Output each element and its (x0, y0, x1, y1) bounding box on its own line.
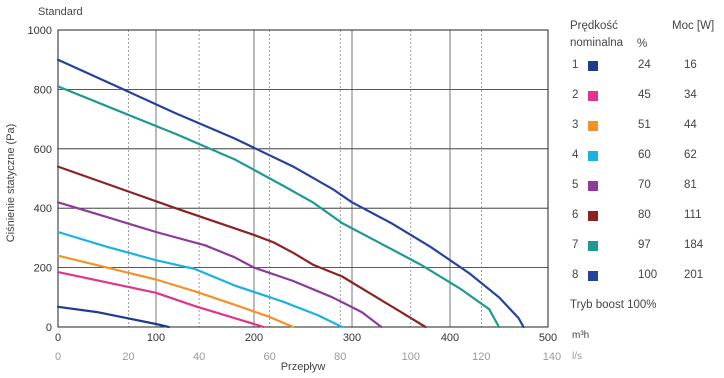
series-lines (56, 58, 525, 329)
legend-row: 7 97 184 (570, 239, 720, 255)
legend-row: 8 100 201 (570, 269, 720, 285)
y-tick-label: 800 (34, 84, 52, 96)
y-tick-label: 1000 (28, 25, 52, 37)
legend-speed-header: Prędkość (570, 20, 618, 32)
y-tick-label: 200 (34, 263, 52, 275)
legend-id: 3 (572, 119, 579, 131)
x-tick-label: 100 (147, 332, 165, 344)
boost-mode-note: Tryb boost 100% (570, 299, 657, 311)
y-tick-label: 600 (34, 144, 52, 156)
series-line-1 (56, 305, 170, 329)
legend-power: 34 (684, 89, 697, 101)
legend-speed-unit: % (637, 38, 648, 50)
grid (58, 29, 548, 327)
y-tick-label: 400 (34, 203, 52, 215)
legend-speed: 60 (638, 149, 651, 161)
series-line-2 (56, 271, 265, 329)
x-tick-label: 0 (55, 332, 61, 344)
x-tick-label: 400 (441, 332, 459, 344)
legend-swatch (588, 181, 598, 191)
legend-row: 4 60 62 (570, 149, 720, 165)
legend-row: 5 70 81 (570, 179, 720, 195)
legend-id: 8 (572, 269, 579, 281)
legend-speed: 70 (638, 179, 651, 191)
y-tick-label: 0 (46, 322, 52, 334)
legend-speed: 80 (638, 209, 651, 221)
legend-swatch (588, 61, 598, 71)
legend-power: 111 (684, 209, 702, 221)
x2-tick-label: 80 (334, 351, 346, 363)
legend-speed: 45 (638, 89, 651, 101)
legend-id: 1 (572, 59, 579, 71)
legend-row: 3 51 44 (570, 119, 720, 135)
legend-id: 7 (572, 239, 579, 251)
legend-swatch (588, 241, 598, 251)
legend-speed: 97 (638, 239, 651, 251)
legend-power-header: Moc [W] (672, 20, 715, 32)
legend-power: 201 (684, 269, 704, 281)
x-axis-unit: m³h (572, 330, 589, 341)
axes: 0 200 400 600 800 1000 0 100 200 300 400 500 0 20 40 60… (28, 25, 562, 363)
x2-tick-label: 120 (472, 351, 490, 363)
legend-power: 44 (684, 119, 697, 131)
legend-row: 6 80 111 (570, 209, 720, 225)
legend-row: 2 45 34 (570, 89, 720, 105)
axis-labels: Standard Ciśnienie statyczne (Pa) Przepł… (5, 6, 589, 373)
series-line-7 (56, 85, 501, 329)
legend-id: 6 (572, 209, 579, 221)
legend-swatch (588, 271, 598, 281)
y-axis-label: Ciśnienie statyczne (Pa) (5, 124, 17, 243)
x2-axis-unit: l/s (572, 351, 582, 362)
series-line-5 (56, 201, 383, 329)
series-line-6 (56, 165, 427, 329)
legend-id: 5 (572, 179, 579, 191)
legend-power: 81 (684, 179, 697, 191)
x2-tick-label: 40 (193, 351, 205, 363)
legend-id: 4 (572, 149, 579, 161)
x-axis-label: Przepływ (281, 361, 326, 373)
legend-speed: 24 (638, 59, 651, 71)
chart-title: Standard (38, 6, 83, 18)
x2-tick-label: 60 (264, 351, 276, 363)
x2-tick-label: 100 (402, 351, 420, 363)
legend-speed: 51 (638, 119, 651, 131)
plot-frame (57, 29, 549, 328)
series-line-4 (56, 230, 344, 329)
series-line-3 (56, 254, 295, 329)
legend-swatch (588, 211, 598, 221)
legend-power: 62 (684, 149, 697, 161)
x-tick-label: 500 (539, 332, 557, 344)
legend-swatch (588, 121, 598, 131)
legend-power: 16 (684, 59, 697, 71)
x2-tick-label: 0 (55, 351, 61, 363)
legend-id: 2 (572, 89, 579, 101)
x2-tick-label: 20 (122, 351, 134, 363)
legend-row: 1 24 16 (570, 59, 720, 75)
legend-swatch (588, 91, 598, 101)
legend-power: 184 (684, 239, 704, 251)
x-tick-label: 300 (343, 332, 361, 344)
x-tick-label: 200 (245, 332, 263, 344)
x2-tick-label: 140 (543, 351, 561, 363)
legend-speed-header-2: nominalna (570, 37, 624, 49)
legend-speed: 100 (638, 269, 658, 281)
series-line-8 (56, 58, 525, 329)
legend-swatch (588, 151, 598, 161)
